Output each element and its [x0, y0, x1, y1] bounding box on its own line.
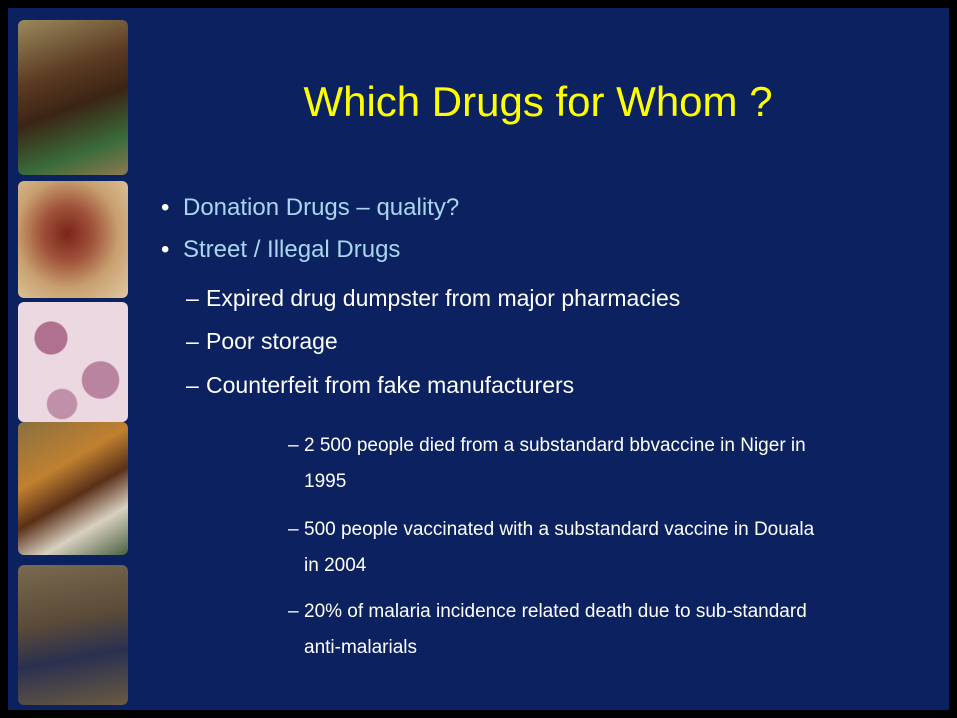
photo-blood-cells [18, 302, 128, 422]
detail-bullet: –2 500 people died from a substandard bb… [304, 428, 824, 500]
photo-test [18, 422, 128, 555]
detail-text: 500 people vaccinated with a substandard… [304, 519, 814, 576]
bullet-text: Donation Drugs – quality? [183, 194, 459, 221]
dash-marker: – [186, 278, 199, 318]
dash-marker: – [288, 428, 299, 464]
sub-bullet: –Expired drug dumpster from major pharma… [206, 278, 680, 318]
sub-bullet: –Counterfeit from fake manufacturers [206, 365, 574, 405]
slide: Which Drugs for Whom ? •Donation Drugs –… [8, 8, 949, 710]
dash-marker: – [288, 512, 299, 548]
detail-text: 20% of malaria incidence related death d… [304, 601, 807, 658]
detail-bullet: –20% of malaria incidence related death … [304, 594, 824, 666]
photo-spraying [18, 565, 128, 705]
sub-bullet-text: Poor storage [206, 328, 338, 354]
photo-mosquito [18, 181, 128, 298]
sub-bullet: –Poor storage [206, 321, 338, 361]
bullet-marker: • [161, 230, 169, 270]
sub-bullet-text: Counterfeit from fake manufacturers [206, 372, 574, 398]
bullet: •Street / Illegal Drugs [183, 230, 400, 270]
dash-marker: – [288, 594, 299, 630]
detail-text: 2 500 people died from a substandard bbv… [304, 435, 806, 492]
bullet-marker: • [161, 188, 169, 228]
photo-children [18, 20, 128, 175]
detail-bullet: –500 people vaccinated with a substandar… [304, 512, 824, 584]
dash-marker: – [186, 321, 199, 361]
page: {"title": "Which Drugs for Whom ?", "bul… [0, 0, 957, 718]
slide-title: Which Drugs for Whom ? [138, 72, 938, 132]
bullet: •Donation Drugs – quality? [183, 188, 459, 228]
dash-marker: – [186, 365, 199, 405]
sub-bullet-text: Expired drug dumpster from major pharmac… [206, 285, 680, 311]
bullet-text: Street / Illegal Drugs [183, 236, 400, 263]
